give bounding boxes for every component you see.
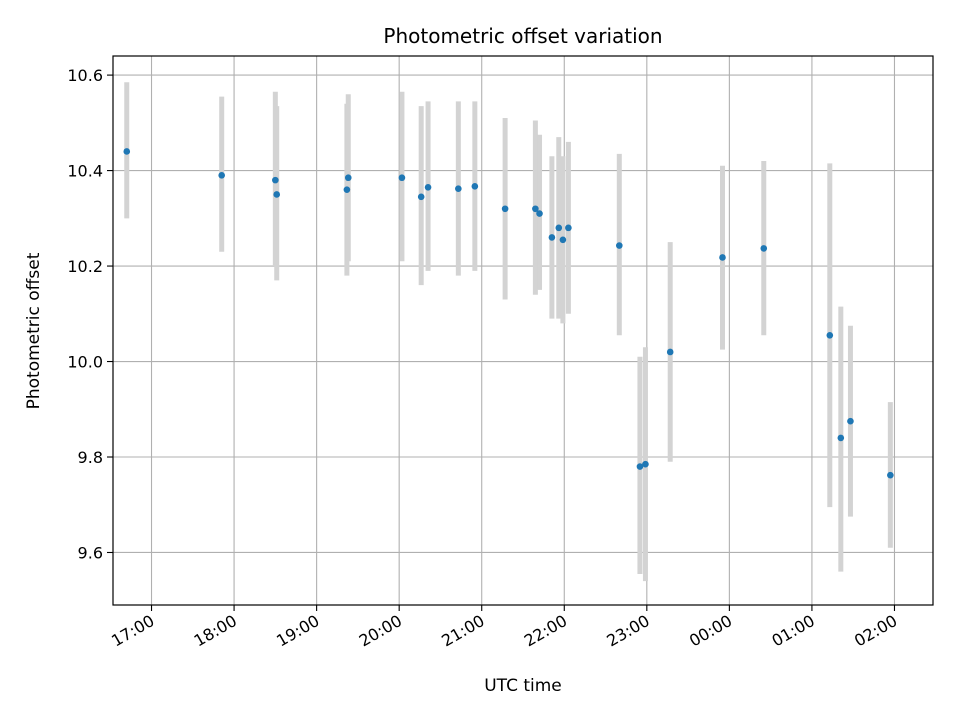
y-tick-label: 10.0	[67, 353, 103, 372]
data-point	[548, 234, 556, 241]
data-point	[532, 205, 539, 213]
data-point	[123, 148, 131, 155]
data-point	[424, 183, 432, 191]
data-point	[501, 205, 509, 213]
data-point	[559, 236, 567, 244]
data-point	[273, 191, 281, 198]
y-tick-label: 10.2	[67, 257, 103, 276]
x-axis-title: UTC time	[484, 676, 562, 696]
data-point	[218, 172, 225, 179]
y-tick-label: 9.6	[78, 543, 103, 562]
data-points	[123, 148, 894, 479]
data-point	[666, 348, 674, 356]
y-tick-label: 9.8	[78, 448, 103, 467]
data-point	[417, 193, 425, 201]
data-point	[344, 174, 352, 182]
data-point	[536, 210, 543, 217]
data-point	[636, 463, 644, 470]
y-tick-label: 10.4	[67, 162, 103, 181]
plot-frame	[112, 55, 934, 606]
data-point	[826, 331, 834, 339]
data-point	[555, 224, 563, 232]
data-point	[471, 183, 479, 190]
data-point	[565, 224, 572, 232]
data-point	[887, 471, 894, 479]
data-point	[616, 242, 623, 249]
data-point	[847, 417, 854, 425]
data-point	[272, 176, 279, 184]
data-point	[837, 434, 845, 442]
chart-title: Photometric offset variation	[383, 24, 662, 48]
grid	[113, 56, 933, 605]
y-axis-title: Photometric offset	[24, 252, 44, 409]
data-point	[398, 174, 406, 182]
data-point	[719, 254, 726, 261]
data-point	[343, 186, 351, 193]
data-point	[455, 185, 462, 193]
data-point	[642, 460, 649, 468]
y-tick-label: 10.6	[67, 66, 103, 85]
data-point	[760, 245, 768, 252]
